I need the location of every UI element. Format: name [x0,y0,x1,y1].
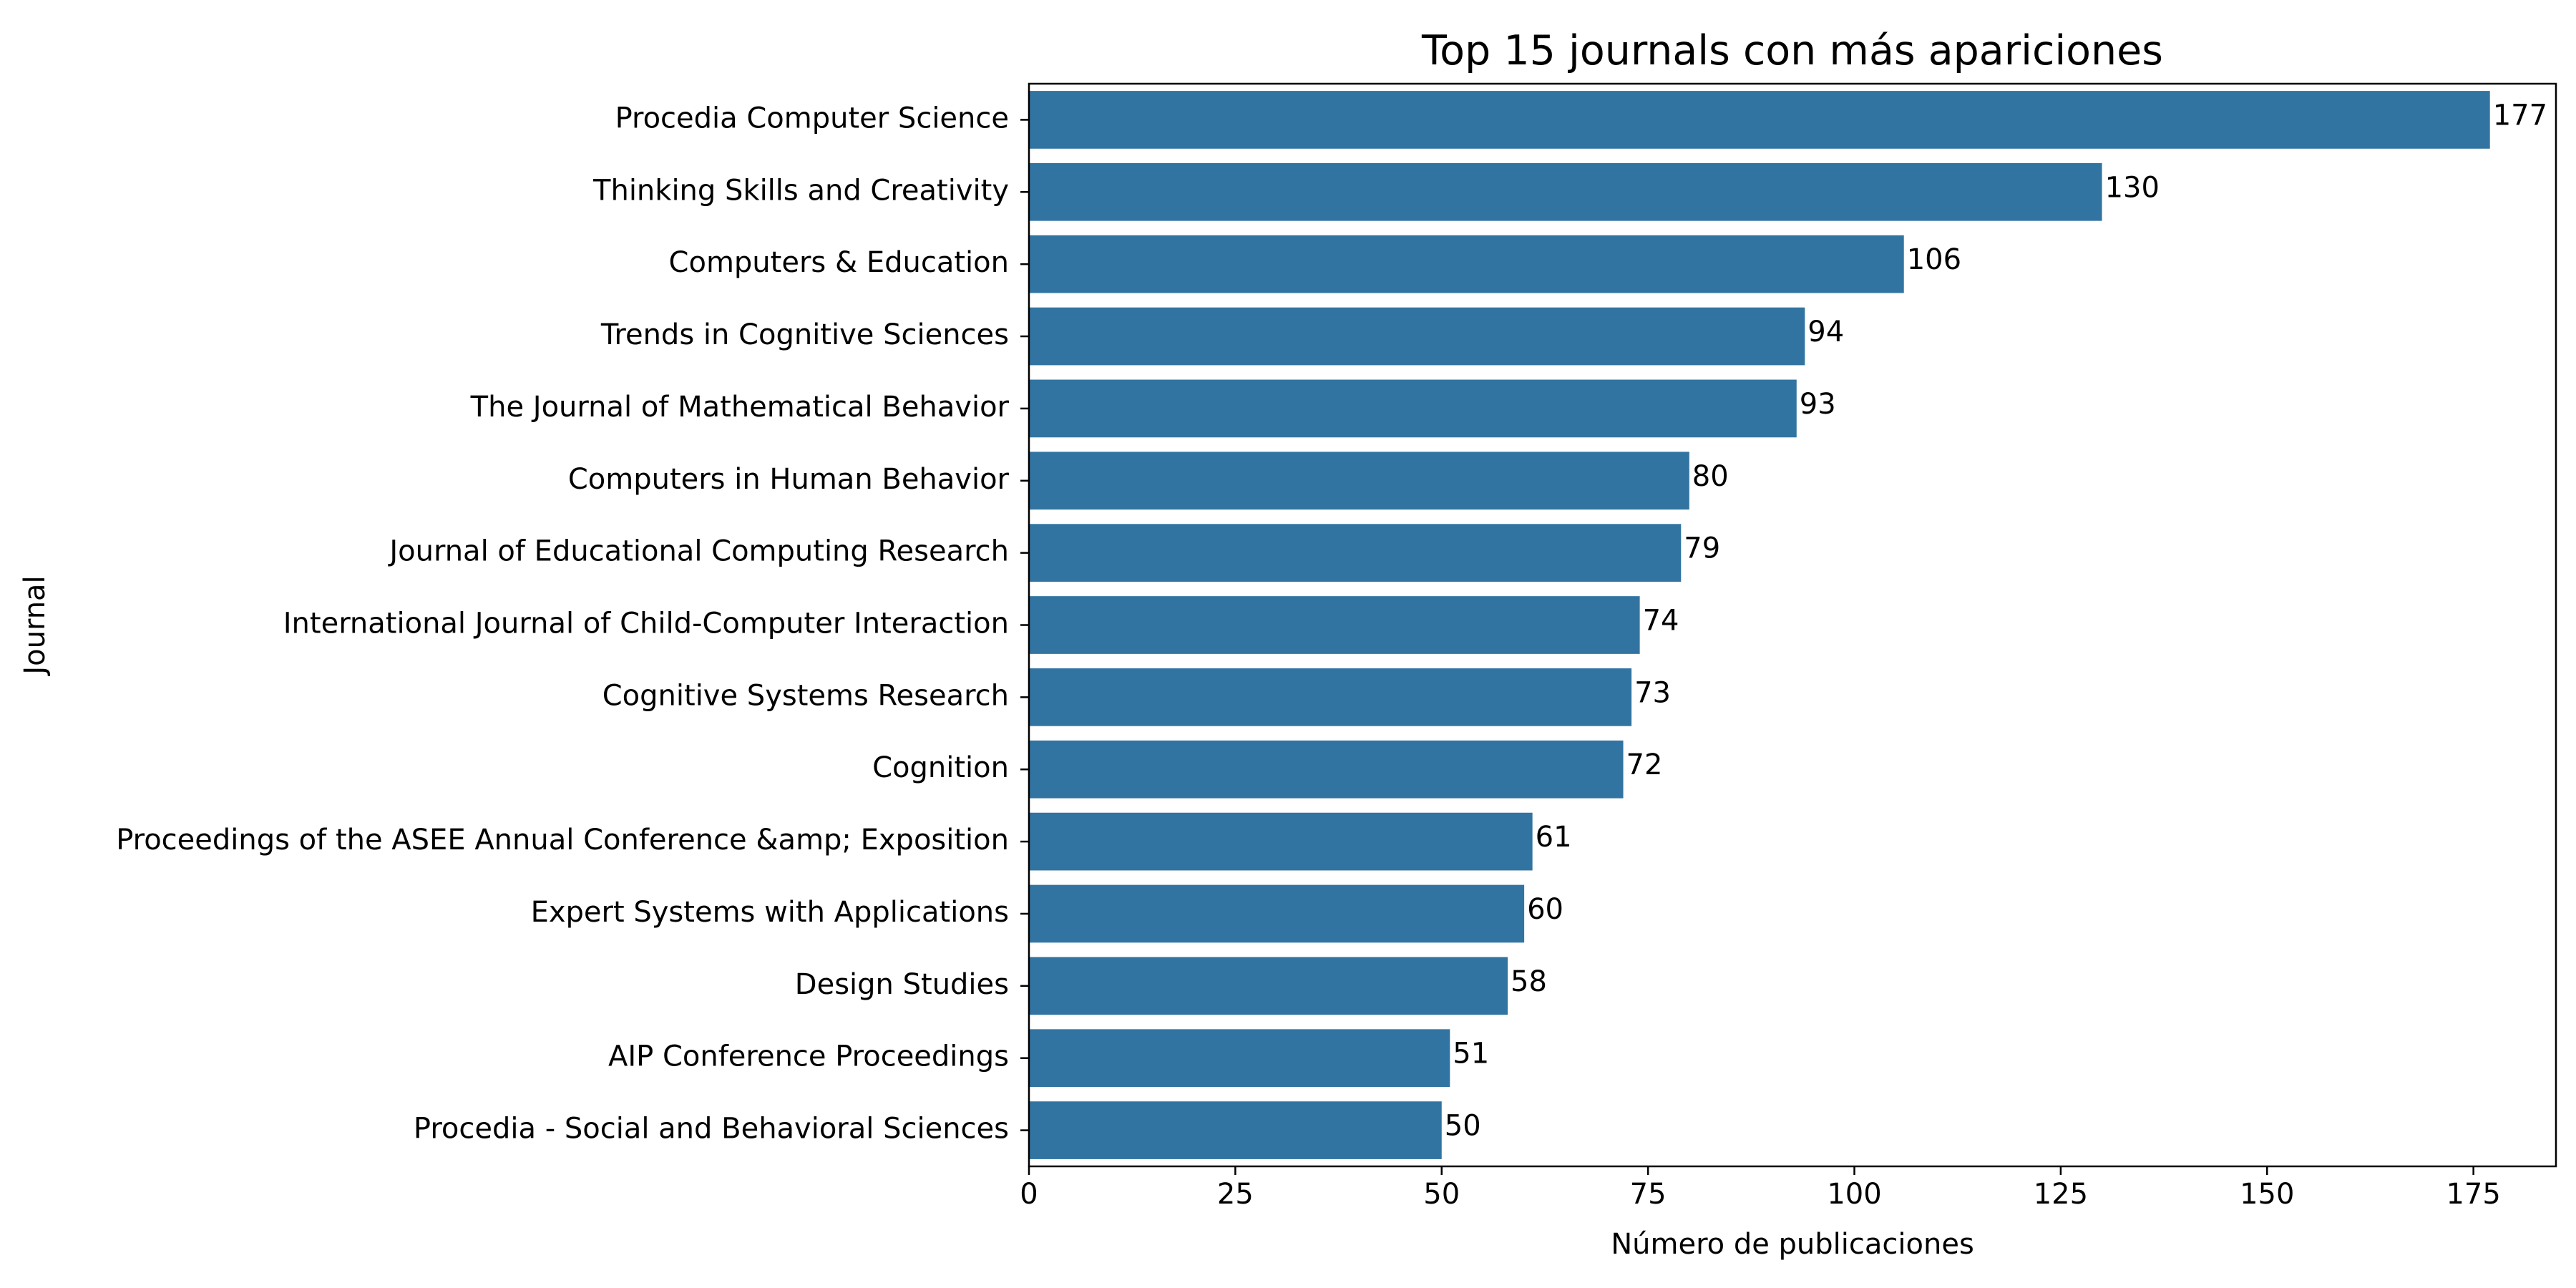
x-tick-label: 0 [1020,1178,1038,1211]
bar [1029,524,1682,582]
bar-value-label: 94 [1807,316,1844,348]
y-tick-label: Procedia Computer Science [615,102,1009,135]
bar-value-label: 74 [1643,605,1679,638]
bar [1029,1101,1442,1159]
bar-value-label: 61 [1536,821,1572,854]
bar [1029,162,2102,221]
y-tick-label: Journal of Educational Computing Researc… [387,535,1009,568]
bar [1029,740,1624,799]
axes-layer: Procedia Computer Science Thinking Skills… [116,82,2557,1211]
bar [1029,812,1533,871]
bar-value-label: 93 [1800,388,1836,421]
bar [1029,1029,1450,1088]
bar-value-label: 51 [1453,1038,1489,1070]
bars-layer: 177 130 106 94 93 80 79 74 73 72 61 60 58 51 50 [1029,91,2547,1159]
bar [1029,235,1904,293]
bar-value-label: 60 [1527,893,1563,926]
y-axis-label: Journal [19,575,52,676]
y-tick-label: International Journal of Child-Computer … [283,608,1009,640]
x-tick-label: 175 [2446,1178,2500,1211]
bar [1029,452,1689,510]
bar-value-label: 50 [1445,1110,1481,1143]
y-tick-label: Proceedings of the ASEE Annual Conferenc… [116,824,1009,857]
chart-title: Top 15 journals con más apariciones [1421,27,2163,74]
bar-value-label: 106 [1907,243,1961,276]
y-tick-label: The Journal of Mathematical Behavior [470,391,1010,424]
y-tick-label: Computers in Human Behavior [568,463,1010,496]
axes-frame [1028,82,2557,1168]
x-tick-label: 125 [2034,1178,2088,1211]
bar-value-label: 73 [1634,676,1671,709]
bar-value-label: 72 [1626,748,1663,781]
x-axis-label: Número de publicaciones [1611,1228,1974,1261]
bar [1029,957,1508,1015]
bar [1029,596,1640,654]
x-tick-label: 150 [2240,1178,2294,1211]
bar-value-label: 58 [1511,965,1547,998]
y-tick-label: Expert Systems with Applications [531,896,1009,929]
y-tick-label: Thinking Skills and Creativity [592,174,1009,207]
y-tick-label: Procedia - Social and Behavioral Science… [414,1113,1009,1146]
bar [1029,668,1632,726]
y-tick-label: Cognition [872,751,1009,784]
x-tick-label: 25 [1217,1178,1254,1211]
y-tick-label: Design Studies [795,968,1009,1001]
bar-value-label: 79 [1684,532,1720,565]
bar [1029,884,1525,943]
y-tick-label: Computers & Education [669,246,1009,279]
bar [1029,91,2490,149]
x-tick-label: 50 [1423,1178,1460,1211]
bar-value-label: 177 [2493,99,2547,132]
x-tick-label: 100 [1827,1178,1881,1211]
bar [1029,307,1805,366]
bar-value-label: 130 [2105,171,2160,204]
bar [1029,379,1797,438]
y-tick-label: AIP Conference Proceedings [608,1040,1009,1073]
bar-value-label: 80 [1692,460,1729,493]
y-tick-label: Cognitive Systems Research [602,679,1009,712]
x-tick-label: 75 [1630,1178,1667,1211]
y-tick-label: Trends in Cognitive Sciences [600,318,1009,351]
